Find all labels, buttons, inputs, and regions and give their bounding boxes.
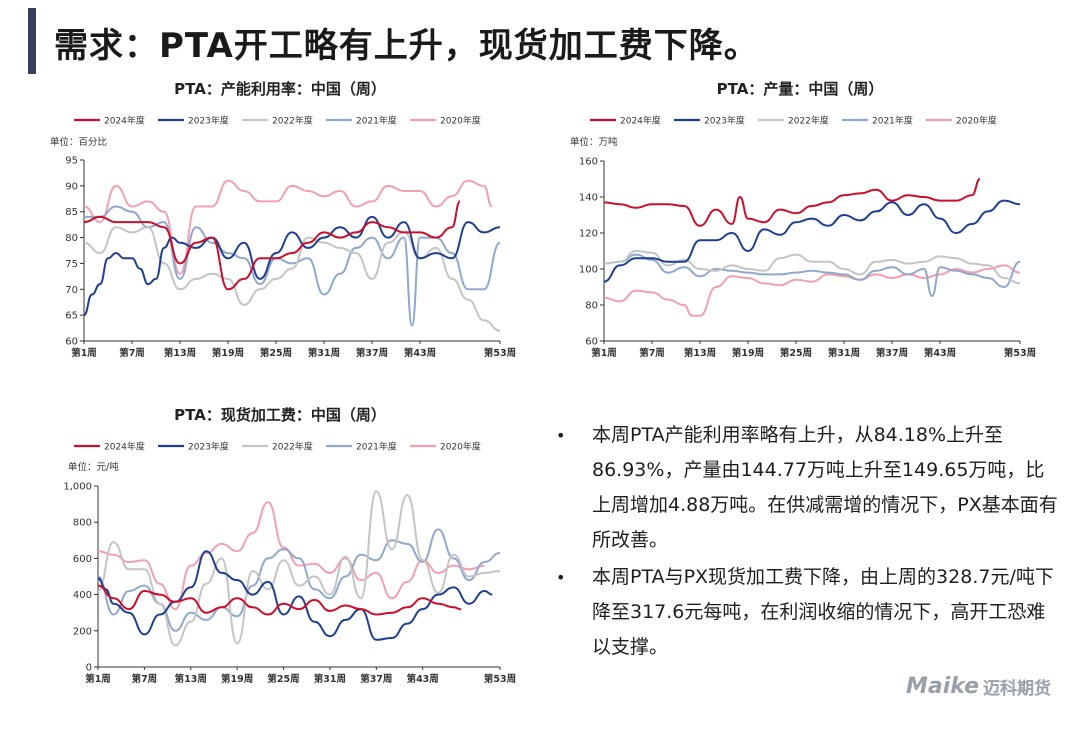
legend-label: 2020年度 bbox=[956, 115, 997, 127]
series-line bbox=[83, 226, 501, 332]
logo-chinese-name: 迈科期货 bbox=[983, 679, 1052, 699]
legend-label: 2023年度 bbox=[704, 115, 745, 127]
legend-label: 2020年度 bbox=[440, 115, 481, 127]
x-tick-label: 第53周 bbox=[1004, 347, 1036, 359]
legend-label: 2021年度 bbox=[872, 115, 913, 127]
chart-title: PTA：产能利用率：中国（周） bbox=[174, 80, 386, 98]
x-tick-label: 第19周 bbox=[212, 347, 244, 359]
x-tick-label: 第1周 bbox=[85, 673, 111, 685]
x-tick-label: 第13周 bbox=[164, 347, 196, 359]
bullet-dot: • bbox=[556, 426, 566, 445]
chart-title: PTA：现货加工费：中国（周） bbox=[174, 406, 386, 424]
legend-label: 2022年度 bbox=[788, 115, 829, 127]
x-tick-label: 第37周 bbox=[356, 347, 388, 359]
x-tick-label: 第31周 bbox=[828, 347, 860, 359]
series-line bbox=[97, 584, 462, 616]
series-line bbox=[83, 200, 461, 291]
y-tick-label: 600 bbox=[73, 554, 92, 565]
y-tick-label: 70 bbox=[65, 285, 78, 296]
y-tick-label: 60 bbox=[65, 337, 78, 348]
x-tick-label: 第43周 bbox=[404, 347, 436, 359]
legend-label: 2024年度 bbox=[104, 441, 145, 453]
y-tick-label: 100 bbox=[579, 265, 598, 276]
x-tick-label: 第37周 bbox=[876, 347, 908, 359]
commentary-list: • 本周PTA产能利用率略有上升，从84.18%上升至86.93%，产量由144… bbox=[556, 418, 1061, 667]
legend-label: 2024年度 bbox=[104, 115, 145, 127]
y-tick-label: 160 bbox=[579, 157, 598, 168]
x-tick-label: 第19周 bbox=[221, 673, 253, 685]
chart-title: PTA：产量：中国（周） bbox=[717, 80, 884, 98]
x-tick-label: 第25周 bbox=[267, 673, 299, 685]
x-tick-label: 第53周 bbox=[484, 673, 516, 685]
x-tick-label: 第31周 bbox=[308, 347, 340, 359]
legend-label: 2022年度 bbox=[272, 115, 313, 127]
legend-label: 2023年度 bbox=[188, 441, 229, 453]
page-title: 需求：PTA开工略有上升，现货加工费下降。 bbox=[54, 26, 759, 66]
y-tick-label: 0 bbox=[86, 663, 92, 674]
unit-label: 单位：万吨 bbox=[570, 136, 618, 148]
chart-svg: PTA：产量：中国（周） 2024年度 2023年度 2022年度 2021年度 2020… bbox=[570, 80, 1036, 359]
legend-label: 2022年度 bbox=[272, 441, 313, 453]
y-tick-label: 800 bbox=[73, 518, 92, 529]
bullet-dot: • bbox=[556, 568, 566, 587]
y-tick-label: 80 bbox=[585, 301, 598, 312]
x-tick-label: 第37周 bbox=[360, 673, 392, 685]
legend-label: 2020年度 bbox=[440, 441, 481, 453]
legend-label: 2021年度 bbox=[356, 115, 397, 127]
unit-label: 单位：百分比 bbox=[50, 136, 107, 148]
legend-label: 2024年度 bbox=[620, 115, 661, 127]
company-logo: Maike 迈科期货 bbox=[906, 674, 1051, 699]
chart-svg: PTA：产能利用率：中国（周） 2024年度 2023年度 2022年度 2021年度 2… bbox=[50, 80, 516, 359]
x-tick-label: 第7周 bbox=[639, 347, 665, 359]
x-tick-label: 第1周 bbox=[591, 347, 617, 359]
y-tick-label: 85 bbox=[65, 207, 78, 218]
x-tick-label: 第25周 bbox=[780, 347, 812, 359]
x-tick-label: 第43周 bbox=[924, 347, 956, 359]
series-line bbox=[83, 179, 493, 275]
y-tick-label: 90 bbox=[65, 181, 78, 192]
y-tick-label: 140 bbox=[579, 193, 598, 204]
series-line bbox=[603, 250, 1021, 285]
title-accent-bar bbox=[28, 8, 36, 74]
series-line bbox=[84, 205, 501, 327]
series-line bbox=[603, 199, 1021, 283]
series-line bbox=[603, 253, 1021, 297]
x-tick-label: 第31周 bbox=[314, 673, 346, 685]
commentary-text: 本周PTA与PX现货加工费下降，由上周的328.7元/吨下降至317.6元每吨，… bbox=[592, 566, 1054, 658]
commentary-item: • 本周PTA与PX现货加工费下降，由上周的328.7元/吨下降至317.6元每… bbox=[556, 560, 1061, 665]
commentary-item: • 本周PTA产能利用率略有上升，从84.18%上升至86.93%，产量由144… bbox=[556, 418, 1061, 558]
x-tick-label: 第1周 bbox=[71, 347, 97, 359]
chart-svg: PTA：现货加工费：中国（周） 2024年度 2023年度 2022年度 2021年度 2… bbox=[63, 406, 516, 685]
x-tick-label: 第7周 bbox=[132, 673, 158, 685]
y-tick-label: 60 bbox=[585, 337, 598, 348]
chart-processing-fee: PTA：现货加工费：中国（周） 2024年度 2023年度 2022年度 2021年度 2… bbox=[40, 402, 520, 702]
series-line bbox=[603, 264, 1021, 317]
x-tick-label: 第13周 bbox=[684, 347, 716, 359]
legend-label: 2021年度 bbox=[356, 441, 397, 453]
y-tick-label: 400 bbox=[73, 590, 92, 601]
series-line bbox=[603, 178, 981, 227]
y-tick-label: 200 bbox=[73, 626, 92, 637]
y-tick-label: 120 bbox=[579, 229, 598, 240]
x-tick-label: 第25周 bbox=[260, 347, 292, 359]
legend-label: 2023年度 bbox=[188, 115, 229, 127]
chart-production: PTA：产量：中国（周） 2024年度 2023年度 2022年度 2021年度 2020… bbox=[560, 76, 1040, 366]
y-tick-label: 95 bbox=[65, 156, 78, 167]
logo-wordmark: Maike bbox=[906, 674, 980, 699]
unit-label: 单位：元/吨 bbox=[68, 461, 119, 473]
x-tick-label: 第7周 bbox=[119, 347, 145, 359]
series-line bbox=[83, 215, 501, 317]
y-tick-label: 75 bbox=[65, 259, 78, 270]
commentary-text: 本周PTA产能利用率略有上升，从84.18%上升至86.93%，产量由144.7… bbox=[592, 424, 1058, 551]
y-tick-label: 1,000 bbox=[63, 482, 92, 493]
x-tick-label: 第19周 bbox=[732, 347, 764, 359]
chart-capacity-utilization: PTA：产能利用率：中国（周） 2024年度 2023年度 2022年度 2021年度 2… bbox=[40, 76, 520, 366]
y-tick-label: 65 bbox=[65, 311, 78, 322]
x-tick-label: 第43周 bbox=[407, 673, 439, 685]
x-tick-label: 第13周 bbox=[175, 673, 207, 685]
series-line bbox=[97, 490, 501, 647]
x-tick-label: 第53周 bbox=[484, 347, 516, 359]
y-tick-label: 80 bbox=[65, 233, 78, 244]
